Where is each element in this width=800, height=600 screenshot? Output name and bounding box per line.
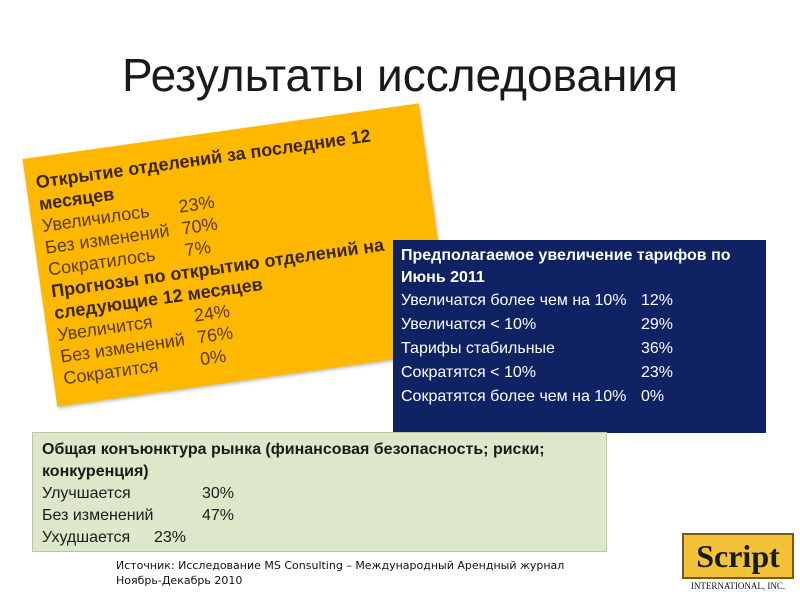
tariff-row: Увеличатся более чем на 10% 12% <box>401 289 758 313</box>
tariff-forecast-box: Предполагаемое увеличение тарифов по Июн… <box>393 240 766 433</box>
source-date: Ноябрь-Декабрь 2010 <box>116 574 243 587</box>
page-title: Результаты исследования <box>121 49 679 101</box>
row-label: Тарифы стабильные <box>401 340 555 357</box>
tariff-row: Увеличатся < 10% 29% <box>401 313 758 337</box>
row-label: Ухудшается <box>42 529 131 546</box>
market-conditions-heading: Общая конъюнктура рынка (финансовая безо… <box>42 441 545 480</box>
row-value: 36% <box>641 340 674 357</box>
row-label: Увеличатся более чем на 10% <box>401 292 627 309</box>
source-line: Источник: Исследование MS Consulting – М… <box>116 559 565 572</box>
row-value: 23% <box>154 529 187 546</box>
market-row: Улучшается 30% <box>42 483 597 505</box>
row-label: Сократятся более чем на 10% <box>401 388 627 405</box>
logo-subtitle: INTERNATIONAL, INC. <box>690 581 786 591</box>
market-row: Ухудшается 23% <box>42 527 597 549</box>
tariff-row: Сократятся < 10% 23% <box>401 361 758 385</box>
row-value: 0% <box>641 388 665 405</box>
branch-openings-box: Открытие отделений за последние 12 месяц… <box>22 103 454 407</box>
logo-wordmark: Script <box>682 533 794 579</box>
row-label: Сократятся < 10% <box>401 364 536 381</box>
row-value: 23% <box>641 364 674 381</box>
market-conditions-box: Общая конъюнктура рынка (финансовая безо… <box>32 432 607 552</box>
row-label: Увеличатся < 10% <box>401 316 537 333</box>
row-label: Улучшается <box>42 485 131 502</box>
tariff-row: Сократятся более чем на 10% 0% <box>401 385 758 409</box>
row-label: Без изменений <box>42 507 154 524</box>
tariff-forecast-heading: Предполагаемое увеличение тарифов по Июн… <box>401 247 731 286</box>
row-value: 29% <box>641 316 674 333</box>
row-value: 47% <box>202 507 235 524</box>
market-row: Без изменений 47% <box>42 505 597 527</box>
row-value: 12% <box>641 292 674 309</box>
company-logo: Script INTERNATIONAL, INC. <box>682 533 794 595</box>
row-value: 0% <box>198 345 228 370</box>
tariff-row: Тарифы стабильные 36% <box>401 337 758 361</box>
branch-openings-content: Открытие отделений за последние 12 месяц… <box>34 117 451 389</box>
row-value: 30% <box>202 485 235 502</box>
source-note: Источник: Исследование MS Consulting – М… <box>116 558 564 588</box>
